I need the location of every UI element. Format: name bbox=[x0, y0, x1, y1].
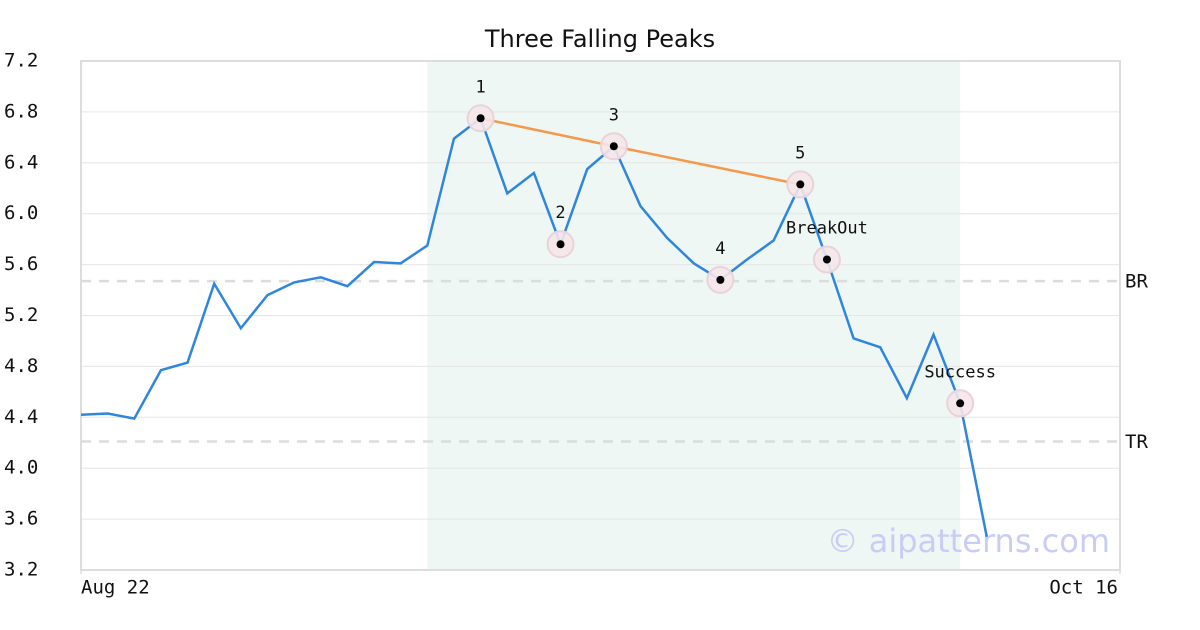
y-tick-label: 4.4 bbox=[4, 406, 38, 428]
marker-label: 2 bbox=[555, 203, 565, 223]
marker-dot bbox=[822, 255, 831, 264]
x-tick-label: Aug 22 bbox=[81, 577, 150, 599]
plot-frame bbox=[80, 60, 1121, 571]
y-tick-label: 4.8 bbox=[4, 355, 38, 377]
y-tick-label: 4.0 bbox=[4, 457, 38, 479]
y-tick-label: 3.2 bbox=[4, 559, 38, 581]
marker-dot bbox=[716, 275, 725, 284]
marker-dot bbox=[956, 399, 965, 408]
reference-label: TR bbox=[1125, 431, 1148, 453]
y-tick-label: 3.6 bbox=[4, 508, 38, 530]
x-tick-label: Oct 16 bbox=[1049, 577, 1118, 599]
marker-dot bbox=[476, 114, 485, 123]
chart-title: Three Falling Peaks bbox=[484, 25, 715, 53]
marker-dot bbox=[556, 240, 565, 249]
marker-label: 1 bbox=[475, 77, 485, 97]
marker-label: 3 bbox=[609, 105, 619, 125]
y-tick-label: 7.2 bbox=[4, 50, 38, 72]
y-tick-label: 6.8 bbox=[4, 100, 38, 122]
y-tick-label: 5.2 bbox=[4, 304, 38, 326]
marker-label: 4 bbox=[715, 239, 725, 259]
marker-dot bbox=[796, 180, 805, 189]
watermark: © aipatterns.com bbox=[827, 522, 1110, 560]
reference-label: BR bbox=[1125, 271, 1148, 293]
marker-dot bbox=[609, 142, 618, 151]
marker-label: Success bbox=[924, 362, 996, 382]
y-tick-label: 6.0 bbox=[4, 202, 38, 224]
marker-label: BreakOut bbox=[786, 219, 868, 239]
marker-label: 5 bbox=[795, 143, 805, 163]
y-tick-label: 6.4 bbox=[4, 151, 38, 173]
data-line bbox=[80, 116, 989, 538]
y-tick-label: 5.6 bbox=[4, 253, 38, 275]
